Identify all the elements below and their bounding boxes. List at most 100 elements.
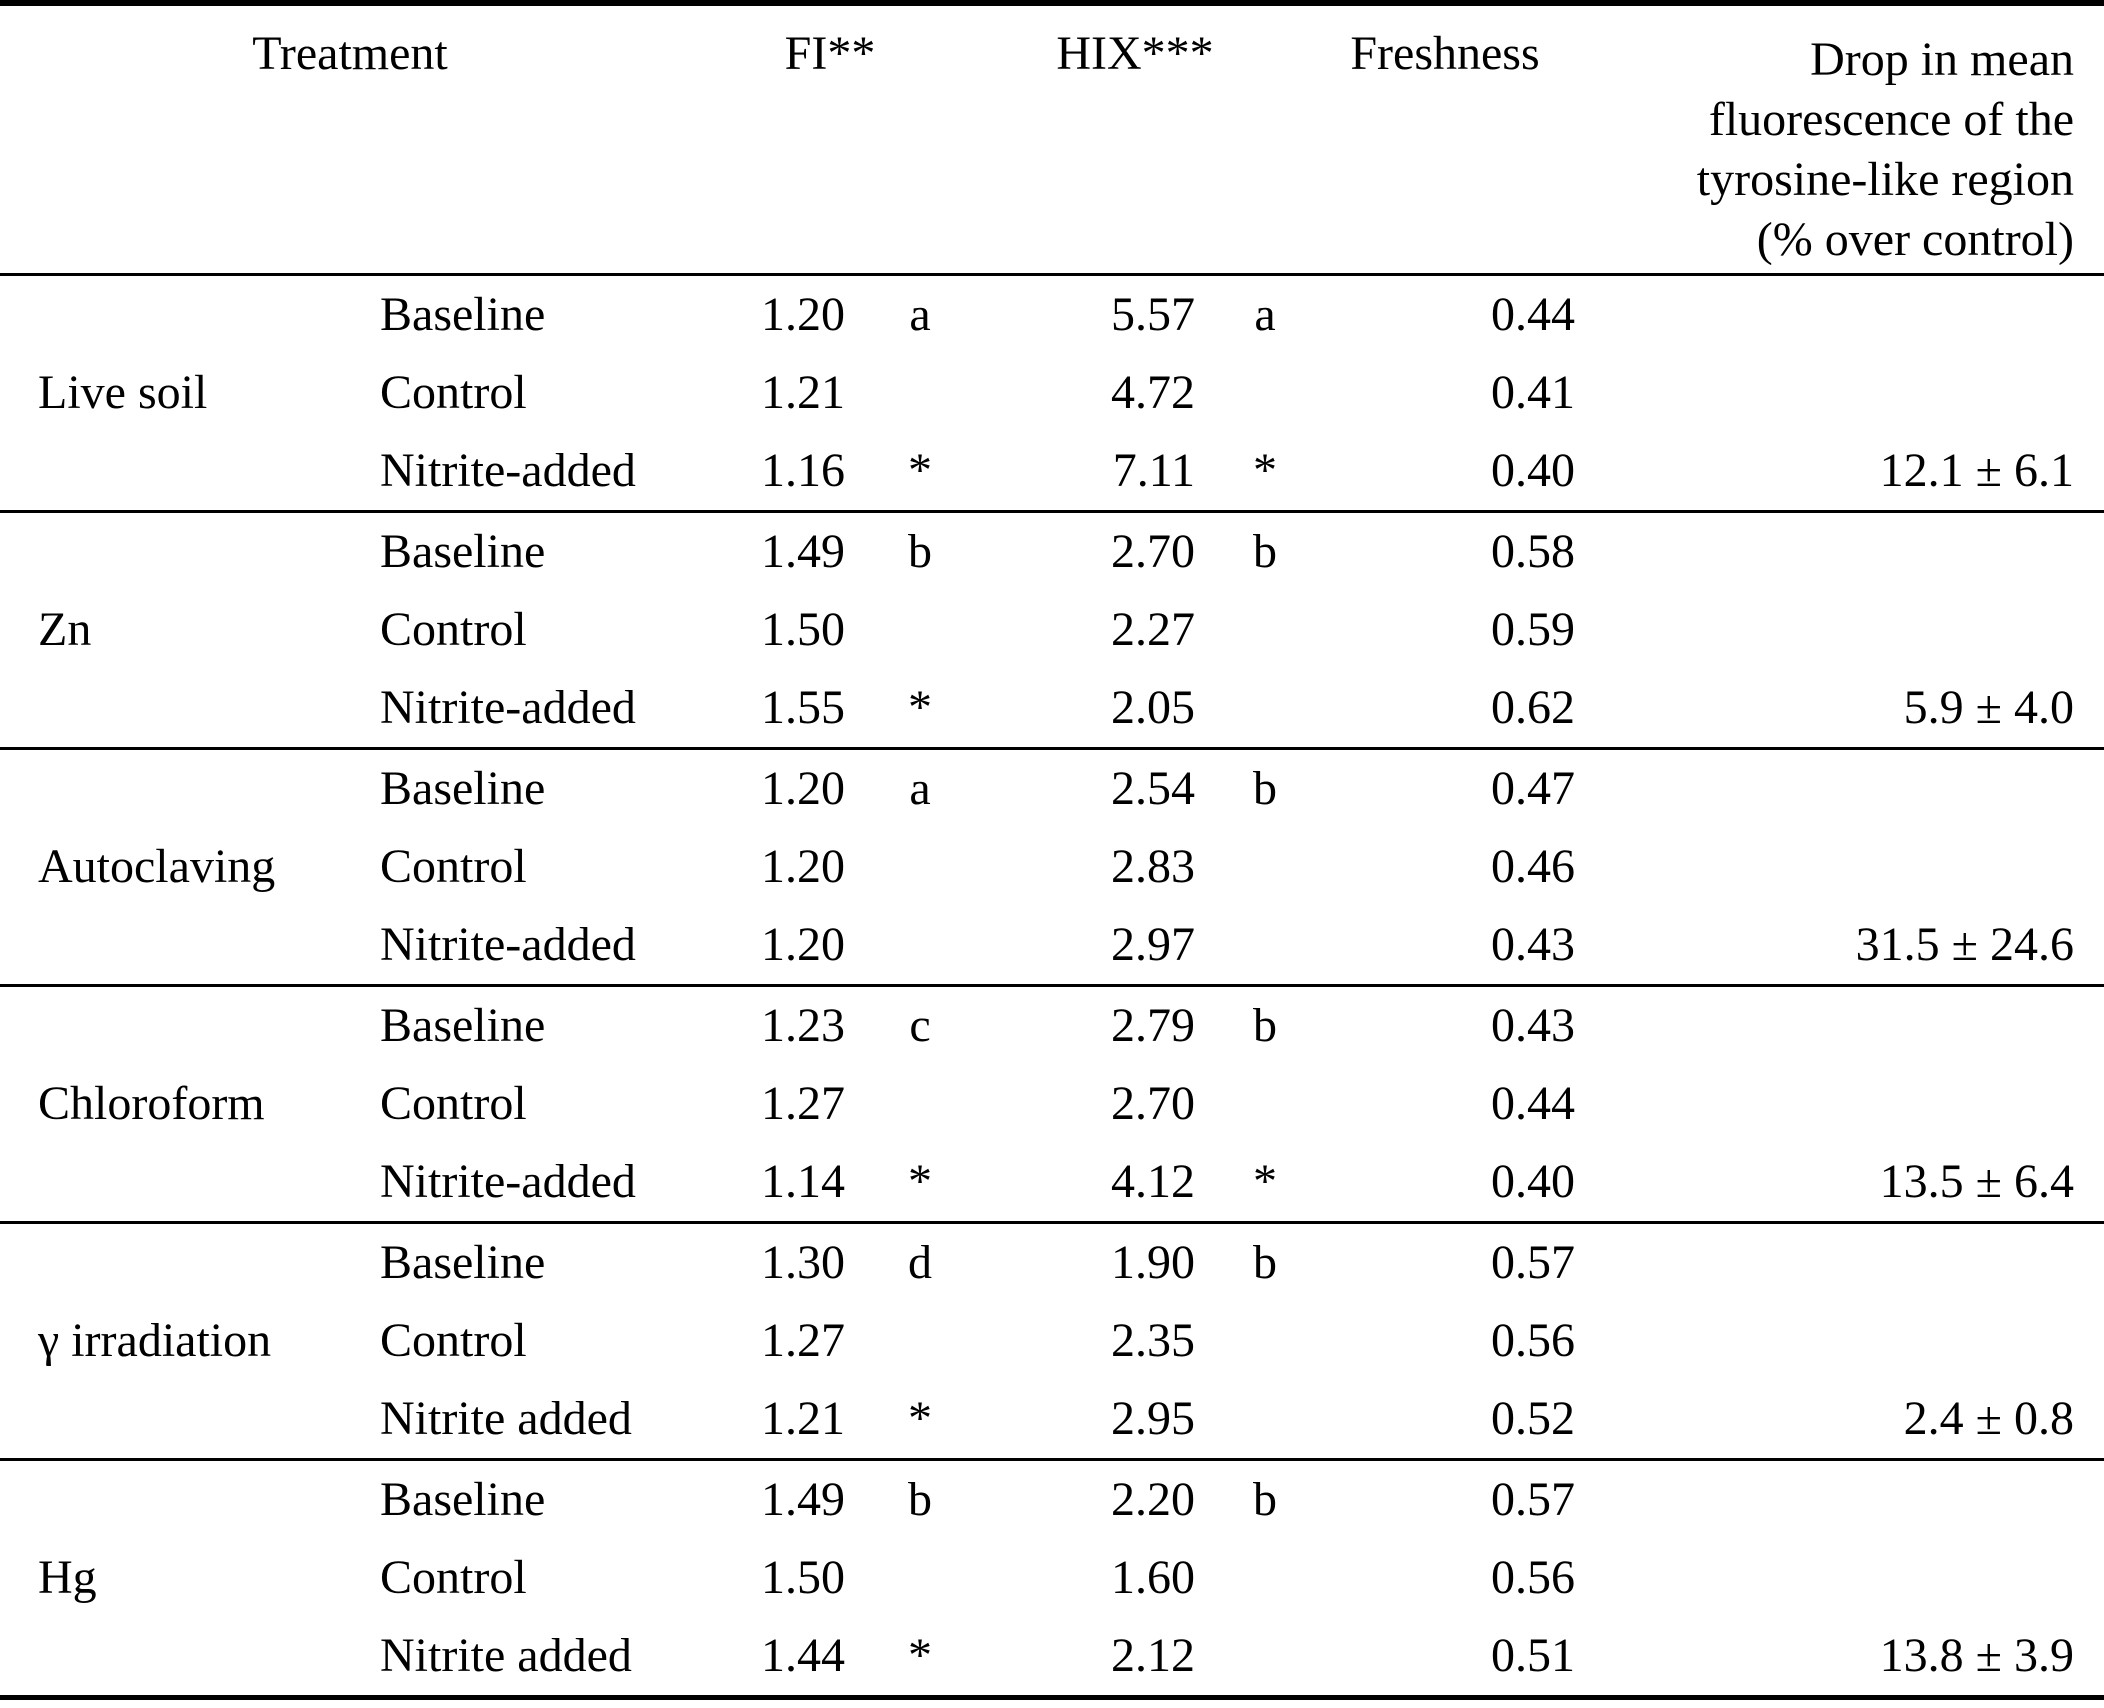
- fi-value: 1.50: [761, 1551, 845, 1604]
- col-header-drop-line: tyrosine-like region: [1696, 153, 2074, 206]
- treatment-group-autoclaving: Autoclaving Baseline 1.20 a 2.54 b 0.47 …: [0, 750, 2104, 987]
- hix-value: 2.70: [1111, 525, 1195, 578]
- hix-significance: b: [1253, 1236, 1277, 1289]
- fi-significance: a: [909, 762, 931, 815]
- fi-value: 1.50: [761, 603, 845, 656]
- hix-significance: [1200, 1065, 1310, 1143]
- hix-significance: [1200, 1617, 1310, 1695]
- hix-value: 4.72: [1111, 366, 1195, 419]
- drop-value: [1580, 987, 2104, 1065]
- condition-label: Control: [380, 366, 527, 419]
- condition-label: Baseline: [380, 1473, 546, 1526]
- hix-value: 2.97: [1111, 918, 1195, 971]
- treatment-group-gamma-irradiation: γ irradiation Baseline 1.30 d 1.90 b 0.5…: [0, 1224, 2104, 1461]
- freshness-value: 0.47: [1491, 762, 1575, 815]
- col-header-drop-line: fluorescence of the: [1708, 93, 2074, 146]
- condition-label: Control: [380, 1551, 527, 1604]
- col-header-freshness: Freshness: [1350, 27, 1540, 80]
- condition-label: Nitrite added: [380, 1629, 632, 1682]
- treatment-name: Hg: [38, 1551, 97, 1604]
- treatment-group-zn: Zn Baseline 1.49 b 2.70 b 0.58 Control 1…: [0, 513, 2104, 750]
- drop-value: [1580, 1224, 2104, 1302]
- col-header-fi: FI**: [784, 27, 876, 80]
- condition-label: Nitrite-added: [380, 444, 636, 497]
- fi-significance: [850, 354, 960, 432]
- treatment-name: Chloroform: [38, 1077, 265, 1130]
- freshness-value: 0.57: [1491, 1473, 1575, 1526]
- condition-label: Baseline: [380, 999, 546, 1052]
- freshness-value: 0.57: [1491, 1236, 1575, 1289]
- drop-value: [1580, 750, 2104, 828]
- hix-value: 5.57: [1111, 288, 1195, 341]
- hix-significance: [1200, 906, 1310, 984]
- condition-label: Nitrite-added: [380, 1155, 636, 1208]
- hix-significance: *: [1253, 444, 1277, 497]
- freshness-value: 0.40: [1491, 1155, 1575, 1208]
- fi-value: 1.20: [761, 840, 845, 893]
- freshness-value: 0.56: [1491, 1314, 1575, 1367]
- hix-significance: [1200, 828, 1310, 906]
- drop-value: 31.5 ± 24.6: [1855, 918, 2074, 971]
- drop-value: [1580, 1461, 2104, 1539]
- fi-value: 1.55: [761, 681, 845, 734]
- col-header-treatment: Treatment: [252, 27, 448, 80]
- hix-significance: b: [1253, 525, 1277, 578]
- freshness-value: 0.59: [1491, 603, 1575, 656]
- hix-value: 1.90: [1111, 1236, 1195, 1289]
- condition-label: Baseline: [380, 288, 546, 341]
- condition-label: Baseline: [380, 525, 546, 578]
- hix-value: 4.12: [1111, 1155, 1195, 1208]
- freshness-value: 0.46: [1491, 840, 1575, 893]
- fi-value: 1.23: [761, 999, 845, 1052]
- condition-label: Nitrite-added: [380, 681, 636, 734]
- drop-value: 13.5 ± 6.4: [1879, 1155, 2074, 1208]
- fi-significance: *: [908, 1392, 932, 1445]
- freshness-value: 0.51: [1491, 1629, 1575, 1682]
- hix-value: 2.20: [1111, 1473, 1195, 1526]
- fi-significance: [850, 1302, 960, 1380]
- fi-significance: *: [908, 681, 932, 734]
- hix-value: 2.27: [1111, 603, 1195, 656]
- freshness-value: 0.43: [1491, 999, 1575, 1052]
- hix-value: 2.05: [1111, 681, 1195, 734]
- hix-value: 2.35: [1111, 1314, 1195, 1367]
- table-header-row: Treatment FI** HIX*** Freshness Drop in …: [0, 6, 2104, 276]
- hix-significance: [1200, 591, 1310, 669]
- fi-value: 1.44: [761, 1629, 845, 1682]
- fi-significance: *: [908, 444, 932, 497]
- fi-significance: [850, 1065, 960, 1143]
- fi-value: 1.20: [761, 762, 845, 815]
- hix-significance: [1200, 1302, 1310, 1380]
- fi-significance: [850, 1539, 960, 1617]
- hix-value: 2.12: [1111, 1629, 1195, 1682]
- fi-value: 1.20: [761, 918, 845, 971]
- fi-value: 1.16: [761, 444, 845, 497]
- hix-significance: *: [1253, 1155, 1277, 1208]
- freshness-value: 0.44: [1491, 288, 1575, 341]
- freshness-value: 0.56: [1491, 1551, 1575, 1604]
- drop-value: [1580, 1539, 2104, 1617]
- hix-significance: [1200, 1380, 1310, 1458]
- fi-significance: [850, 591, 960, 669]
- freshness-value: 0.52: [1491, 1392, 1575, 1445]
- fi-value: 1.49: [761, 1473, 845, 1526]
- fi-value: 1.20: [761, 288, 845, 341]
- drop-value: [1580, 354, 2104, 432]
- fi-value: 1.21: [761, 366, 845, 419]
- fi-significance: b: [908, 1473, 932, 1526]
- fi-significance: a: [909, 288, 931, 341]
- drop-value: 13.8 ± 3.9: [1879, 1629, 2074, 1682]
- drop-value: [1580, 591, 2104, 669]
- fi-significance: b: [908, 525, 932, 578]
- freshness-value: 0.44: [1491, 1077, 1575, 1130]
- condition-label: Baseline: [380, 1236, 546, 1289]
- drop-value: [1580, 513, 2104, 591]
- fi-significance: d: [908, 1236, 932, 1289]
- treatment-name: Live soil: [38, 366, 208, 419]
- treatment-group-hg: Hg Baseline 1.49 b 2.20 b 0.57 Control 1…: [0, 1461, 2104, 1695]
- fi-value: 1.27: [761, 1314, 845, 1367]
- treatment-name: Zn: [38, 603, 92, 656]
- treatment-name: γ irradiation: [38, 1314, 272, 1367]
